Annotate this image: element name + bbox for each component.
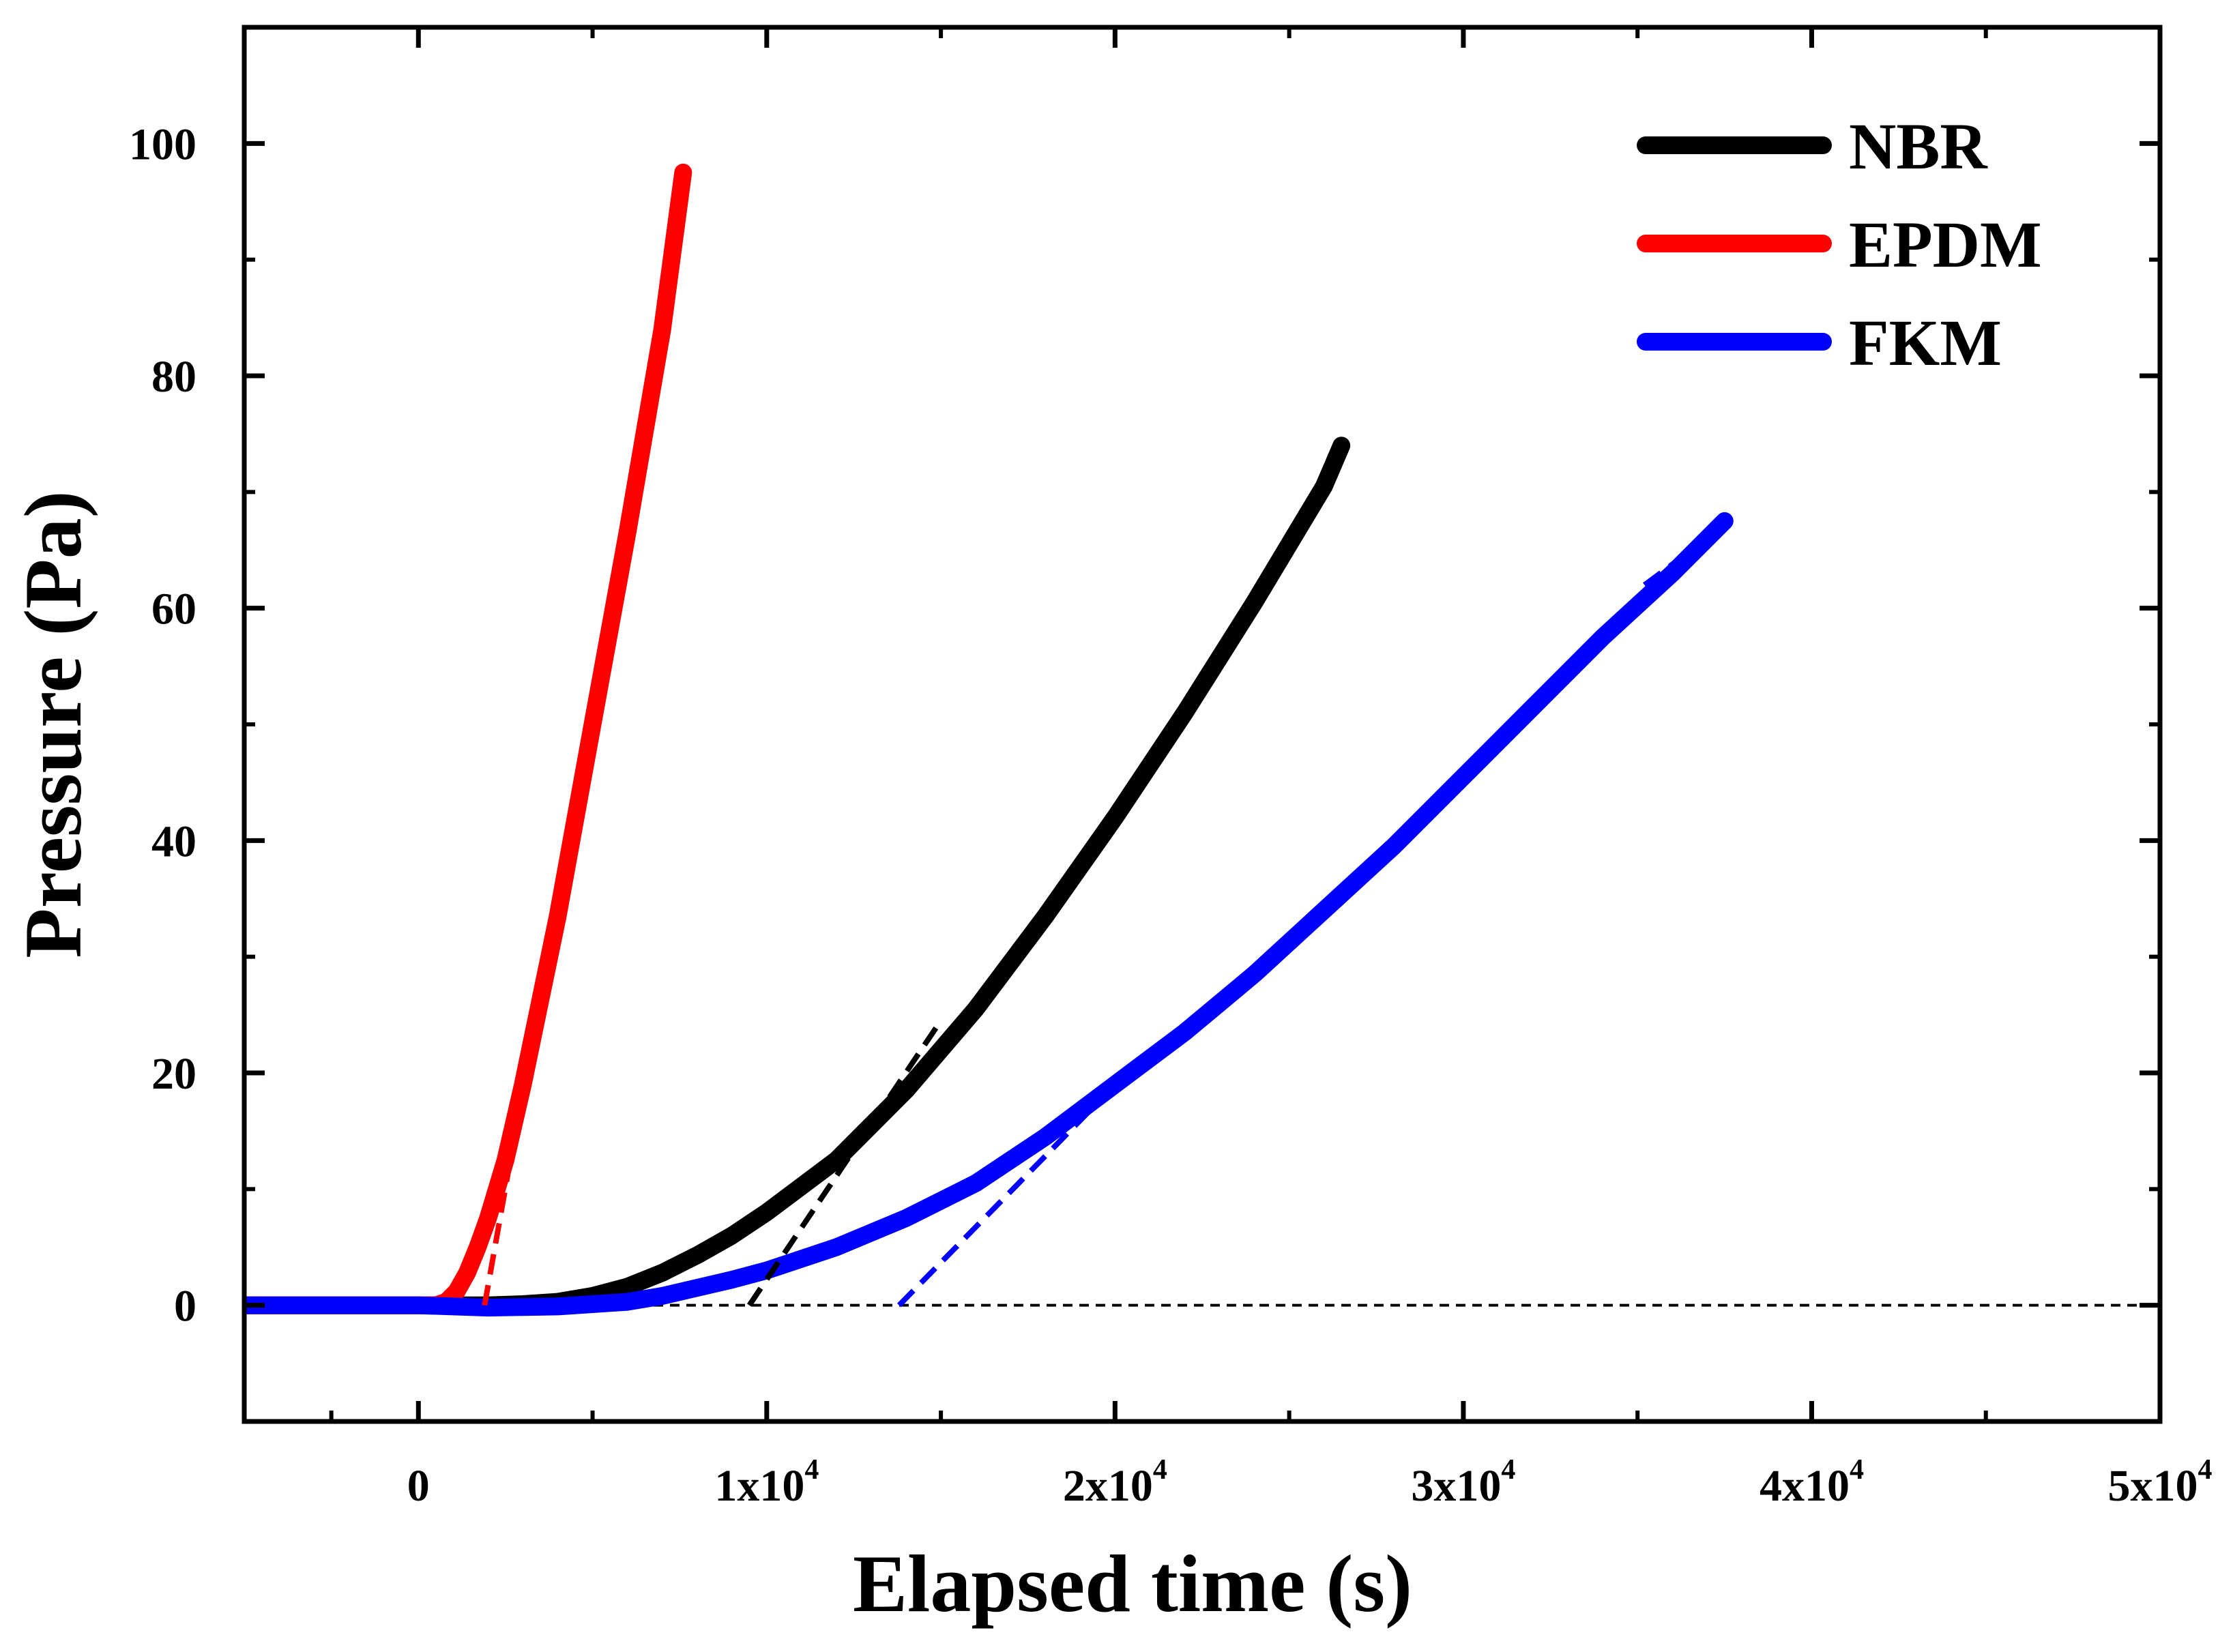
- y-tick-label: 60: [151, 585, 196, 634]
- series-line-fkm: [244, 512, 1734, 1317]
- x-tick-label-base: 2x10: [1063, 1461, 1153, 1511]
- plot-area: [244, 163, 2160, 1317]
- x-tick-label-exponent: 4: [2198, 1454, 2213, 1486]
- x-tick-label: 3x104: [1411, 1454, 1515, 1511]
- x-tick-label-base: 1x10: [714, 1461, 804, 1511]
- fit-line-epdm: [482, 1148, 516, 1306]
- x-tick-label-exponent: 4: [1501, 1454, 1515, 1486]
- x-tick-label-exponent: 4: [1850, 1454, 1864, 1486]
- x-tick-label: 1x104: [714, 1454, 819, 1511]
- legend: NBR EPDM FKM: [1637, 110, 2042, 379]
- legend-label-nbr: NBR: [1849, 110, 1988, 183]
- x-tick-label: 4x104: [1760, 1454, 1864, 1511]
- x-tick-label-base: 4x10: [1760, 1461, 1850, 1511]
- x-tick-label-base: 5x10: [2108, 1461, 2198, 1511]
- legend-label-epdm: EPDM: [1849, 208, 2042, 281]
- x-tick-label-exponent: 4: [804, 1454, 819, 1486]
- y-tick-label: 20: [151, 1049, 196, 1099]
- x-axis-title: Elapsed time (s): [853, 1538, 1412, 1629]
- y-tick-label: 80: [151, 352, 196, 402]
- fit-line-fkm: [896, 1065, 1135, 1308]
- x-tick-label: 5x104: [2108, 1454, 2213, 1511]
- x-tick-label: 0: [407, 1461, 430, 1511]
- x-tick-label-base: 3x10: [1411, 1461, 1501, 1511]
- legend-label-fkm: FKM: [1849, 306, 2002, 379]
- x-tick-label-exponent: 4: [1153, 1454, 1167, 1486]
- y-axis-title: Pressure (Pa): [8, 490, 98, 958]
- fit-line-fkm: [1643, 536, 1709, 587]
- x-tick-label-base: 0: [407, 1461, 430, 1511]
- x-tick-label: 2x104: [1063, 1454, 1167, 1511]
- fit-line-nbr: [746, 1019, 944, 1307]
- y-tick-label: 100: [129, 119, 196, 169]
- y-tick-label: 40: [151, 816, 196, 866]
- y-tick-label: 0: [174, 1282, 196, 1331]
